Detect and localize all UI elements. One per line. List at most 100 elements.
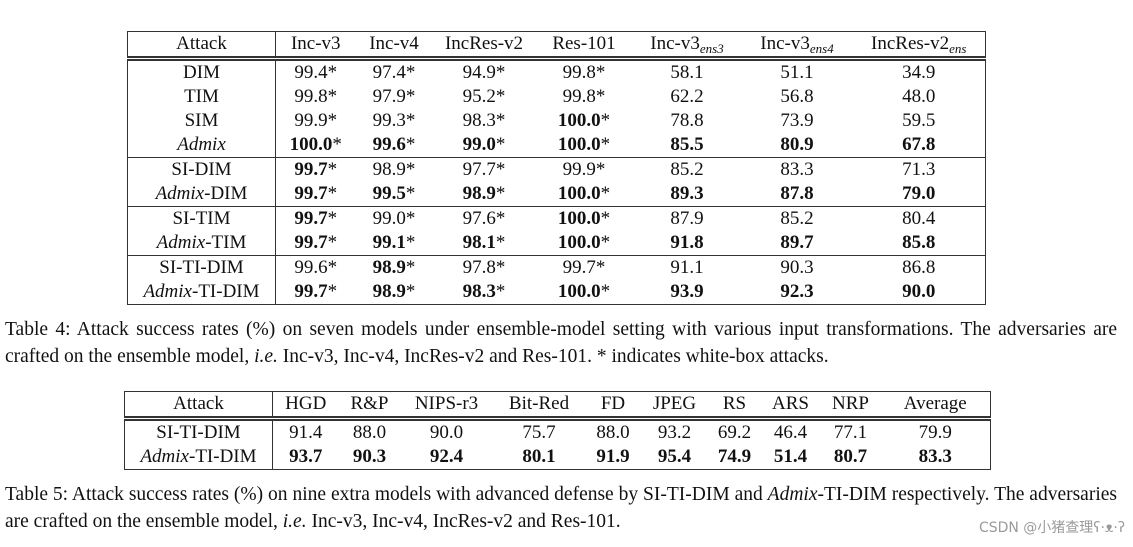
white-box-mark: * xyxy=(405,134,416,155)
white-box-mark: * xyxy=(405,281,416,302)
value-cell: 75.7 xyxy=(493,419,586,446)
white-box-mark: * xyxy=(600,110,611,131)
value: 90.0 xyxy=(429,422,464,443)
header-cell: Inc-v4 xyxy=(355,31,433,61)
value: 34.9 xyxy=(902,62,936,83)
white-box-mark: * xyxy=(600,134,611,155)
header-row: Attack Inc-v3 Inc-v4 IncRes-v2 Res-101 Inc-v3… xyxy=(127,31,986,61)
value-cell: 99.6* xyxy=(356,133,433,158)
value-cell: 99.8* xyxy=(276,85,356,109)
value-cell: 67.8 xyxy=(853,133,986,158)
value-cell: 100.0* xyxy=(536,109,633,133)
header-cell: R&P xyxy=(338,391,401,421)
table: Attack HGD R&P NIPS-r3 Bit-Red FD JPEG RS ARS NRP… xyxy=(124,391,991,470)
header-cell: JPEG xyxy=(640,391,709,421)
value-cell: 92.4 xyxy=(401,445,493,470)
text-span: -TI-DIM xyxy=(189,446,257,467)
value: 99.7 xyxy=(294,208,328,229)
value: 75.7 xyxy=(522,422,556,443)
value: 97.9 xyxy=(372,86,406,107)
white-box-mark: * xyxy=(495,257,506,278)
value: 46.4 xyxy=(773,422,808,443)
text-span: Inc-v3, Inc-v4, IncRes-v2 and Res-101. *… xyxy=(277,346,829,367)
value: 92.4 xyxy=(429,446,464,467)
text-span: Inc-v4 xyxy=(369,33,419,54)
value: 69.2 xyxy=(717,422,752,443)
white-box-mark: * xyxy=(495,183,506,204)
header-row: Attack HGD R&P NIPS-r3 Bit-Red FD JPEG RS ARS NRP… xyxy=(124,391,991,421)
value: 83.3 xyxy=(918,446,952,467)
value-cell: 86.8 xyxy=(852,255,986,280)
white-box-mark: * xyxy=(600,183,611,204)
value: 98.9 xyxy=(372,257,406,278)
subscript: ens xyxy=(949,41,967,56)
white-box-mark: * xyxy=(327,159,338,180)
value-cell: 99.1* xyxy=(356,231,433,256)
value-cell: 99.6* xyxy=(275,255,356,280)
header-cell: Res-101 xyxy=(535,31,633,61)
value-cell: 99.7* xyxy=(275,157,356,182)
header-cell: IncRes-v2ens xyxy=(852,31,986,61)
value: 97.4 xyxy=(372,62,406,83)
value-cell: 34.9 xyxy=(853,59,986,86)
subscript: ens3 xyxy=(699,41,724,56)
table: Attack Inc-v3 Inc-v4 IncRes-v2 Res-101 Inc-v3… xyxy=(127,31,986,305)
header-cell: Inc-v3 xyxy=(275,31,356,61)
white-box-mark: * xyxy=(600,208,611,229)
value: 59.5 xyxy=(902,110,936,131)
value-cell: 88.0 xyxy=(586,419,641,446)
text-span: SI-TI-DIM xyxy=(156,422,241,443)
header-cell: IncRes-v2 xyxy=(432,31,536,61)
header-cell: Attack xyxy=(124,391,273,421)
value-cell: 99.4* xyxy=(276,59,356,86)
value: 99.9 xyxy=(562,159,596,180)
value: 99.8 xyxy=(562,86,596,107)
table-row: TIM 99.8* 97.9* 95.2* 99.8* 62.2 56.8 48.0 xyxy=(127,85,986,109)
white-box-mark: * xyxy=(495,62,506,83)
value-cell: 80.1 xyxy=(493,445,586,470)
text-span: JPEG xyxy=(652,393,697,414)
white-box-mark: * xyxy=(495,159,506,180)
text-span: SI-TIM xyxy=(172,208,231,229)
value: 93.9 xyxy=(670,281,704,302)
value-cell: 85.8 xyxy=(853,231,986,256)
value: 99.7 xyxy=(294,159,328,180)
value-cell: 98.9* xyxy=(433,182,536,207)
value: 99.0 xyxy=(462,134,496,155)
value-cell: 85.2 xyxy=(741,206,853,231)
value: 98.9 xyxy=(372,159,406,180)
text-span: TIM xyxy=(184,86,219,107)
value: 88.0 xyxy=(352,422,387,443)
value-cell: 58.1 xyxy=(633,59,742,86)
value-cell: 99.7* xyxy=(276,231,356,256)
white-box-mark: * xyxy=(495,86,506,107)
attack-cell: Admix-TI-DIM xyxy=(127,280,276,305)
table-row: Admix-TI-DIM 99.7* 98.9* 98.3* 100.0* 93.9 92.… xyxy=(127,280,986,305)
white-box-mark: * xyxy=(405,232,416,253)
value: 77.1 xyxy=(833,422,868,443)
text-span: NIPS-r3 xyxy=(414,393,479,414)
white-box-mark: * xyxy=(600,232,611,253)
value-cell: 69.2 xyxy=(709,419,761,446)
text-span: Admix xyxy=(143,281,192,302)
white-box-mark: * xyxy=(495,208,506,229)
attack-cell: Admix xyxy=(127,133,276,158)
header-cell: ARS xyxy=(760,391,821,421)
caption: Table 4: Attack success rates (%) on sev… xyxy=(5,316,1117,370)
value: 80.7 xyxy=(833,446,868,467)
value-cell: 78.8 xyxy=(633,109,742,133)
value: 98.9 xyxy=(462,183,496,204)
value: 62.2 xyxy=(670,86,704,107)
value: 48.0 xyxy=(902,86,936,107)
value-cell: 99.3* xyxy=(356,109,433,133)
table-row: SI-TIM 99.7* 99.0* 97.6* 100.0* 87.9 85.2 80.4 xyxy=(127,206,986,231)
white-box-mark: * xyxy=(495,281,506,302)
value-cell: 93.9 xyxy=(633,280,742,305)
value-cell: 100.0* xyxy=(276,133,356,158)
value: 78.8 xyxy=(670,110,704,131)
text-span: i.e. xyxy=(282,511,307,532)
value: 89.3 xyxy=(670,183,704,204)
value: 98.3 xyxy=(462,110,496,131)
value: 99.5 xyxy=(372,183,406,204)
